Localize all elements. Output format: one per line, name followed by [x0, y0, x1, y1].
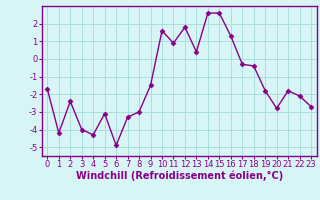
X-axis label: Windchill (Refroidissement éolien,°C): Windchill (Refroidissement éolien,°C): [76, 171, 283, 181]
